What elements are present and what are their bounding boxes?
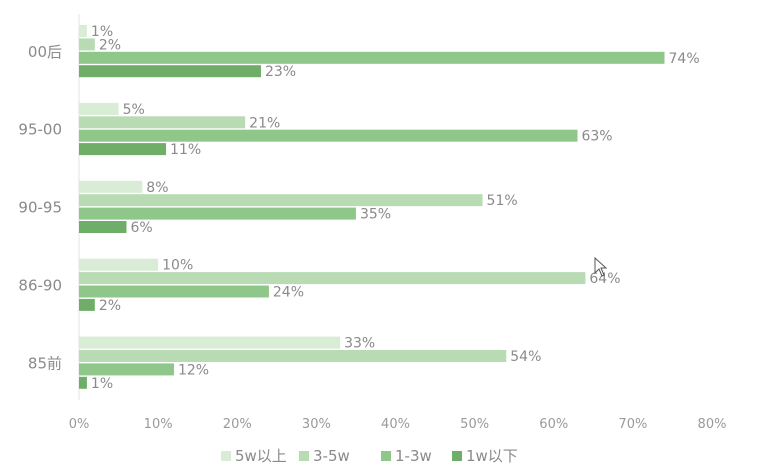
bar bbox=[79, 363, 174, 376]
data-label: 1% bbox=[91, 24, 113, 40]
legend-label: 1-3w bbox=[395, 447, 432, 465]
data-label: 23% bbox=[265, 64, 296, 80]
bar bbox=[79, 143, 167, 156]
x-tick-label: 10% bbox=[144, 417, 173, 432]
bar bbox=[79, 285, 269, 298]
data-label: 54% bbox=[510, 349, 541, 365]
bar bbox=[79, 38, 95, 51]
data-label: 64% bbox=[589, 271, 620, 287]
x-tick-label: 80% bbox=[698, 417, 727, 432]
data-label: 5% bbox=[123, 102, 145, 118]
data-label: 35% bbox=[360, 207, 391, 223]
x-tick-label: 50% bbox=[460, 417, 489, 432]
x-tick-label: 0% bbox=[69, 417, 90, 432]
legend-swatch bbox=[221, 451, 231, 461]
bar bbox=[79, 116, 246, 129]
bar bbox=[79, 221, 127, 233]
bar bbox=[79, 207, 356, 220]
data-label: 11% bbox=[170, 142, 201, 158]
x-tick-label: 70% bbox=[618, 417, 647, 432]
legend-label: 3-5w bbox=[313, 447, 350, 465]
data-label: 24% bbox=[273, 285, 304, 301]
data-label: 1% bbox=[91, 376, 113, 392]
data-label: 21% bbox=[249, 115, 280, 131]
legend-swatch bbox=[381, 451, 391, 461]
bar bbox=[79, 51, 665, 64]
data-label: 8% bbox=[146, 180, 168, 196]
legend-label: 1w以下 bbox=[466, 447, 518, 465]
x-tick-label: 40% bbox=[381, 417, 410, 432]
bar bbox=[79, 258, 159, 271]
x-tick-label: 30% bbox=[302, 417, 331, 432]
legend-swatch bbox=[452, 451, 462, 461]
data-label: 6% bbox=[130, 220, 152, 236]
x-tick-label: 20% bbox=[223, 417, 252, 432]
bar bbox=[79, 25, 87, 37]
category-label: 95-00 bbox=[18, 121, 62, 139]
data-label: 10% bbox=[162, 258, 193, 274]
bar bbox=[79, 194, 483, 207]
bar bbox=[79, 129, 578, 142]
bar bbox=[79, 65, 261, 78]
data-label: 2% bbox=[99, 37, 121, 53]
data-label: 63% bbox=[581, 129, 612, 145]
data-label: 12% bbox=[178, 362, 209, 378]
category-label: 00后 bbox=[28, 43, 62, 61]
bar bbox=[79, 376, 87, 389]
bar bbox=[79, 298, 95, 311]
bar bbox=[79, 180, 143, 193]
x-tick-label: 60% bbox=[539, 417, 568, 432]
data-label: 2% bbox=[99, 298, 121, 314]
mouse-pointer-icon bbox=[594, 257, 608, 277]
bar bbox=[79, 336, 341, 349]
category-label: 86-90 bbox=[18, 277, 62, 295]
bar bbox=[79, 102, 119, 115]
legend-label: 5w以上 bbox=[235, 447, 287, 465]
bar bbox=[79, 272, 586, 285]
category-label: 85前 bbox=[28, 354, 62, 372]
data-label: 74% bbox=[669, 51, 700, 67]
data-label: 51% bbox=[487, 193, 518, 209]
data-label: 33% bbox=[344, 336, 375, 352]
legend-swatch bbox=[299, 451, 309, 461]
category-label: 90-95 bbox=[18, 199, 62, 217]
bar bbox=[79, 350, 507, 362]
